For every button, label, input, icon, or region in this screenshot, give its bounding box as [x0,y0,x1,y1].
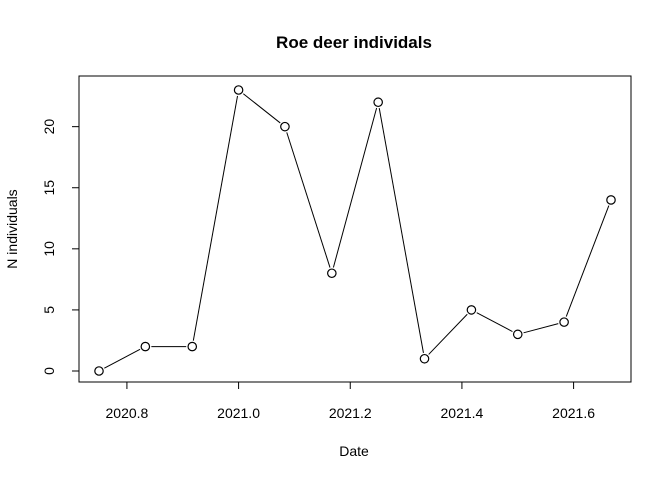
y-tick-label: 0 [41,367,57,375]
y-axis: 0 5 10 15 20 [41,119,80,375]
y-tick-label: 15 [41,180,57,196]
series-segment [378,108,424,353]
data-point [140,341,151,352]
chart-title: Roe deer individals [276,33,432,52]
x-axis-label: Date [339,443,369,459]
plot-frame [78,75,632,383]
series-segment [476,312,513,332]
data-point [559,317,569,327]
data-point [233,85,244,95]
x-tick-label: 2021.6 [552,405,595,421]
x-tick-label: 2020.8 [106,405,149,421]
y-tick-label: 20 [41,119,57,135]
data-point [187,341,198,352]
y-axis-label: N individuals [4,189,20,268]
data-point [606,195,616,205]
series-segment [523,323,559,334]
series-segment [428,313,468,355]
x-tick-label: 2021.0 [217,405,260,421]
series-segment [242,93,281,124]
series-segment [565,205,610,317]
x-axis: 2020.8 2021.0 2021.2 2021.4 2021.6 [106,381,595,421]
y-tick-label: 10 [41,241,57,257]
data-point [373,97,383,108]
y-tick-label: 5 [41,306,57,314]
series-segment [286,132,331,268]
x-tick-label: 2021.4 [441,405,484,421]
series-segment [104,348,141,369]
data-point [280,121,290,132]
data-series [94,85,616,376]
data-point [419,353,430,364]
data-point [466,305,477,315]
data-point [327,268,337,279]
x-tick-label: 2021.2 [329,405,372,421]
data-point [512,329,523,340]
data-point [94,366,104,376]
series-segment [192,95,239,341]
series-segment [332,107,378,268]
